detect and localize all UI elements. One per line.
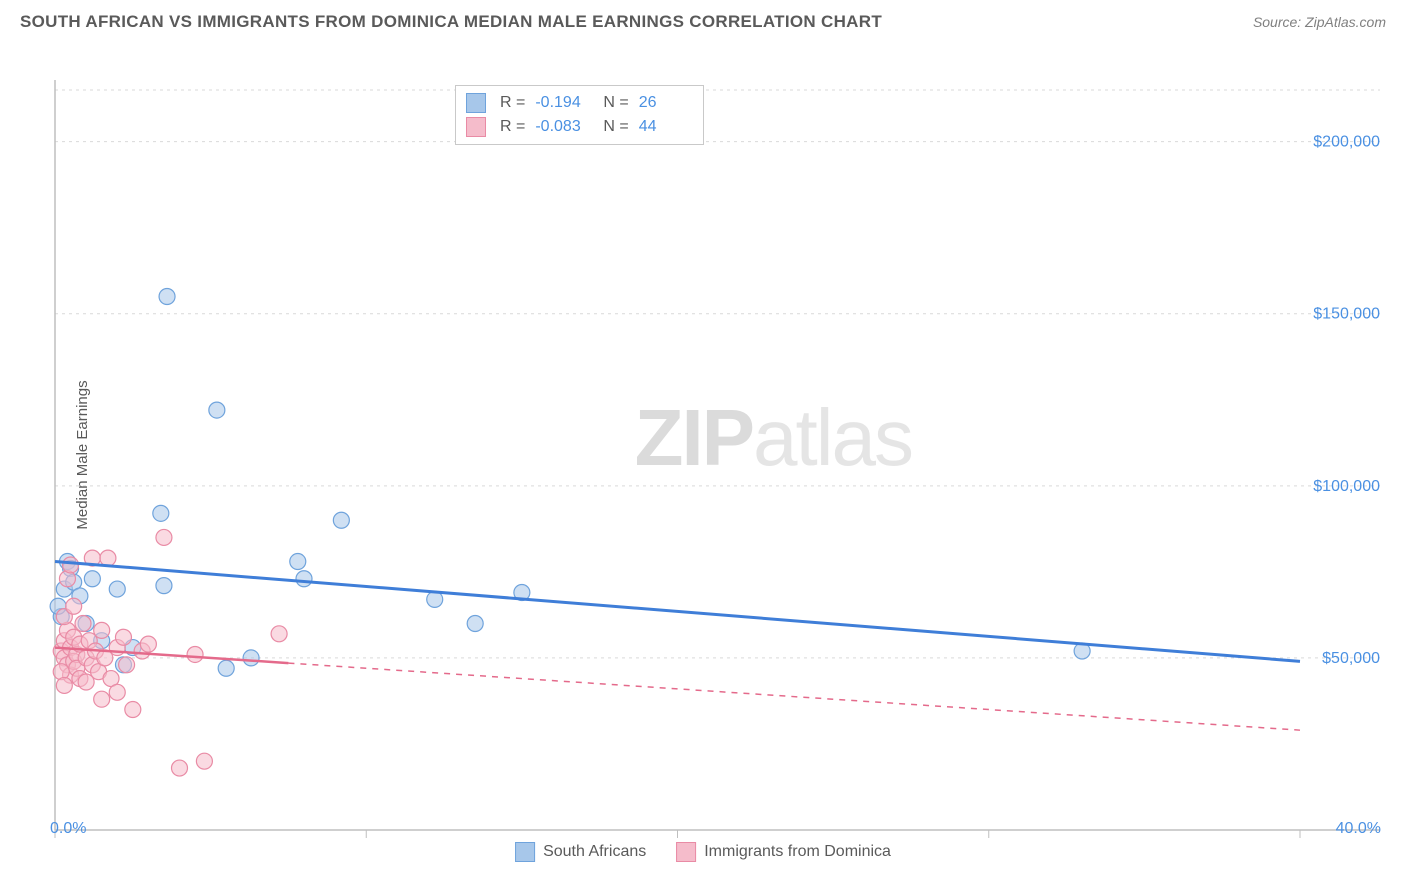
trend-line: [55, 562, 1300, 662]
data-point: [296, 571, 312, 587]
trend-line-extrapolated: [288, 663, 1300, 730]
chart-title: SOUTH AFRICAN VS IMMIGRANTS FROM DOMINIC…: [20, 12, 882, 32]
data-point: [75, 615, 91, 631]
x-axis-max-label: 40.0%: [1336, 820, 1381, 838]
data-point: [290, 554, 306, 570]
data-point: [94, 691, 110, 707]
series-label: Immigrants from Dominica: [704, 843, 891, 861]
data-point: [271, 626, 287, 642]
x-axis-min-label: 0.0%: [50, 820, 86, 838]
data-point: [66, 598, 82, 614]
data-point: [109, 581, 125, 597]
data-point: [156, 529, 172, 545]
n-value: 26: [639, 91, 693, 115]
data-point: [84, 571, 100, 587]
r-value: -0.194: [535, 91, 589, 115]
series-legend: South Africans Immigrants from Dominica: [515, 842, 891, 862]
n-label: N =: [603, 91, 628, 115]
legend-swatch: [515, 842, 535, 862]
svg-text:$200,000: $200,000: [1313, 134, 1380, 151]
data-point: [243, 650, 259, 666]
data-point: [56, 677, 72, 693]
legend-swatch: [466, 117, 486, 137]
data-point: [153, 505, 169, 521]
n-value: 44: [639, 115, 693, 139]
data-point: [125, 702, 141, 718]
data-point: [140, 636, 156, 652]
r-label: R =: [500, 91, 525, 115]
stats-legend-row: R = -0.194 N = 26: [466, 91, 693, 115]
data-point: [196, 753, 212, 769]
source-label: Source: ZipAtlas.com: [1253, 14, 1386, 30]
r-value: -0.083: [535, 115, 589, 139]
data-point: [94, 622, 110, 638]
series-legend-item: South Africans: [515, 842, 646, 862]
data-point: [100, 550, 116, 566]
n-label: N =: [603, 115, 628, 139]
data-point: [187, 646, 203, 662]
series-label: South Africans: [543, 843, 646, 861]
data-point: [63, 557, 79, 573]
stats-legend-row: R = -0.083 N = 44: [466, 115, 693, 139]
data-point: [218, 660, 234, 676]
series-legend-item: Immigrants from Dominica: [676, 842, 891, 862]
svg-text:$150,000: $150,000: [1313, 306, 1380, 323]
legend-swatch: [466, 93, 486, 113]
stats-legend: R = -0.194 N = 26 R = -0.083 N = 44: [455, 85, 704, 145]
data-point: [115, 629, 131, 645]
chart-container: Median Male Earnings $50,000 $100,000 $150…: [0, 40, 1406, 870]
data-point: [119, 657, 135, 673]
data-point: [109, 684, 125, 700]
data-point: [467, 615, 483, 631]
data-point: [172, 760, 188, 776]
data-point: [159, 289, 175, 305]
data-point: [156, 578, 172, 594]
data-point: [333, 512, 349, 528]
svg-text:$100,000: $100,000: [1313, 478, 1380, 495]
r-label: R =: [500, 115, 525, 139]
data-point: [209, 402, 225, 418]
scatter-plot: $50,000 $100,000 $150,000 $200,000: [0, 40, 1406, 870]
y-axis-label: Median Male Earnings: [74, 380, 91, 529]
legend-swatch: [676, 842, 696, 862]
svg-text:$50,000: $50,000: [1322, 650, 1380, 667]
